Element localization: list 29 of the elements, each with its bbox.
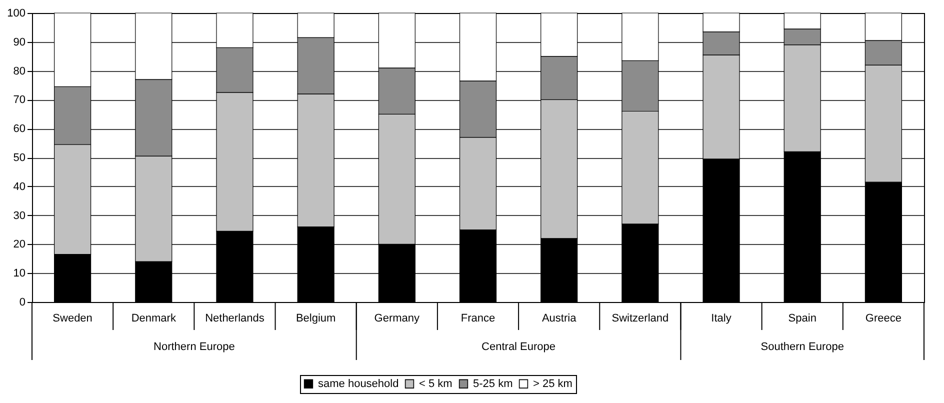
legend-label: 5-25 km	[473, 378, 513, 390]
legend-label: < 5 km	[419, 378, 452, 390]
legend-label: same household	[318, 378, 399, 390]
y-tick-label: 30	[13, 210, 26, 222]
y-tick-label: 0	[19, 296, 26, 308]
x-tick-label: Netherlands	[205, 312, 265, 324]
text: Southern Europe	[760, 341, 844, 353]
y-tick-label: 40	[13, 180, 26, 193]
x-tick-label: Greece	[865, 312, 902, 324]
text: Northern Europe	[154, 341, 235, 353]
y-tick-label: 60	[13, 123, 26, 136]
x-tick-label: Switzerland	[612, 312, 669, 324]
x-tick-label: Belgium	[296, 312, 336, 324]
x-tick-label: Austria	[542, 312, 578, 324]
x-tick-label: Germany	[374, 312, 420, 324]
x-tick-label: Spain	[788, 312, 816, 324]
x-tick-label: Denmark	[131, 312, 176, 324]
y-tick-label: 50	[13, 152, 26, 164]
y-tick-label: 90	[13, 36, 26, 48]
x-tick-label: France	[460, 312, 496, 324]
x-tick-label: Italy	[711, 312, 732, 324]
x-tick-label: Sweden	[52, 312, 92, 324]
y-tick-label: 20	[13, 238, 26, 251]
y-tick-label: 80	[13, 65, 26, 78]
y-tick-label: 100	[7, 8, 26, 20]
legend-label: > 25 km	[533, 378, 572, 390]
y-tick-label: 70	[13, 94, 26, 106]
text: Central Europe	[482, 341, 556, 353]
y-tick-label: 10	[13, 268, 26, 280]
